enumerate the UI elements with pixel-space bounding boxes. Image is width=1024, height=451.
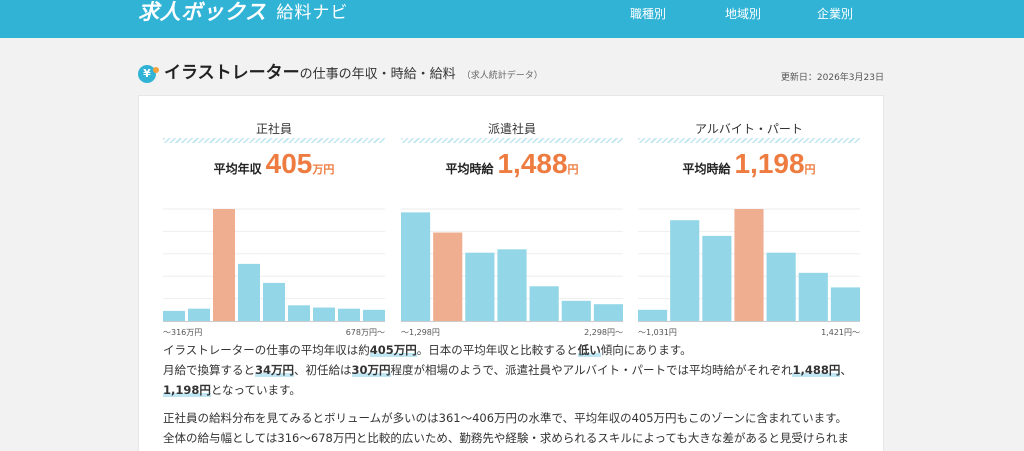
yen-icon: ¥ [138, 65, 159, 83]
distribution-chart [163, 184, 385, 324]
text-span: 、 [840, 363, 852, 377]
chart-bar [313, 307, 335, 321]
logo-main-text: 求人ボックス [138, 1, 267, 24]
axis-max-label: 2,298円〜 [584, 328, 623, 337]
chart-bar [561, 300, 591, 321]
average-label: 平均時給 [445, 162, 494, 176]
column-arbeit: アルバイト・パート 平均時給 1,198円 〜1,031円 1,421円〜 [638, 120, 860, 337]
text-span: となっています。 [210, 383, 301, 397]
chart-svg [163, 208, 385, 322]
chart-bar [830, 287, 860, 321]
column-haken: 派遣社員 平均時給 1,488円 〜1,298円 2,298円〜 [401, 120, 623, 337]
average-value: 平均時給 1,488円 [401, 148, 623, 180]
text-span: 正社員の給料分布を見てみるとボリュームが多いのは361〜406万円の水準で、平均… [163, 411, 847, 425]
average-value: 平均時給 1,198円 [638, 148, 860, 180]
chart-bar [670, 220, 700, 321]
highlight-starting: 30万円 [351, 363, 391, 377]
chart-bar [288, 305, 310, 321]
text-span: 程度が相場のようで、派遣社員やアルバイト・パートでは平均時給がそれぞれ [390, 363, 793, 377]
column-seishain: 正社員 平均年収 405万円 〜316万円 678万円〜 [163, 120, 385, 337]
chart-bar [401, 212, 431, 321]
chart-bar [497, 249, 527, 321]
axis-min-label: 〜316万円 [163, 328, 203, 337]
text-span: 月給で換算すると [163, 363, 255, 377]
axis-max-label: 678万円〜 [345, 328, 385, 337]
description-paragraph: 正社員の給料分布を見てみるとボリュームが多いのは361〜406万円の水準で、平均… [163, 408, 863, 448]
chart-bar-average [213, 209, 235, 321]
average-unit: 円 [567, 163, 579, 176]
chart-bar [798, 272, 828, 321]
chart-bar [766, 252, 796, 321]
page-title-row: ¥ イラストレーターの仕事の年収・時給・給料 （求人統計データ） 更新日：2026… [138, 62, 884, 88]
text-span: 全体の給与幅としては316〜678万円と比較的広いため、勤務先や経験・求められる… [163, 431, 849, 445]
axis-min-label: 〜1,298円 [401, 328, 440, 337]
site-logo[interactable]: 求人ボックス 給料ナビ [138, 0, 348, 24]
top-header-bar: 求人ボックス 給料ナビ 職種別 地域別 企業別 [0, 0, 1024, 38]
highlight-comparison: 低い [577, 343, 601, 357]
logo-sub-text: 給料ナビ [276, 3, 349, 23]
chart-bar [188, 308, 210, 321]
column-title: アルバイト・パート [695, 122, 803, 136]
axis-min-label: 〜1,031円 [638, 328, 677, 337]
chart-bar [238, 263, 260, 321]
text-span: イラストレーターの仕事の平均年収は約 [163, 343, 370, 357]
nav-item-occupation[interactable]: 職種別 [630, 7, 667, 21]
column-divider [401, 138, 623, 143]
chart-svg [401, 208, 623, 322]
highlight-haken-hourly: 1,488円 [792, 363, 841, 377]
text-span: 。日本の平均年収と比較すると [416, 343, 578, 357]
distribution-chart [401, 184, 623, 324]
chart-bar [338, 308, 360, 321]
text-span: 傾向にあります。 [600, 343, 692, 357]
average-label: 平均時給 [682, 162, 731, 176]
highlight-arbeit-hourly: 1,198円 [163, 383, 211, 397]
chart-bar [263, 282, 285, 321]
average-value: 平均年収 405万円 [163, 148, 385, 180]
axis-max-label: 1,421円〜 [821, 328, 860, 337]
description-paragraph: イラストレーターの仕事の平均年収は約405万円。日本の平均年収と比較すると低い傾… [163, 340, 863, 400]
average-number: 1,198 [734, 148, 805, 179]
column-title: 派遣社員 [487, 122, 536, 136]
distribution-chart [638, 184, 860, 324]
chart-bar [638, 309, 668, 321]
salary-card: 正社員 平均年収 405万円 〜316万円 678万円〜 派遣社員 平均時給 1,4… [138, 95, 884, 451]
average-number: 1,488 [497, 148, 568, 179]
average-unit: 円 [804, 163, 816, 176]
chart-bar [529, 286, 559, 321]
chart-svg [638, 208, 860, 322]
nav-item-company[interactable]: 企業別 [817, 7, 854, 21]
chart-bar [702, 235, 732, 321]
chart-bar [593, 304, 623, 321]
column-divider [638, 138, 860, 143]
chart-bar [163, 310, 185, 321]
nav-item-region[interactable]: 地域別 [725, 7, 762, 21]
updated-date: 更新日：2026年3月23日 [780, 73, 884, 83]
page-title-note: （求人統計データ） [461, 71, 543, 81]
average-unit: 万円 [312, 163, 335, 176]
highlight-annual-salary: 405万円 [369, 343, 417, 357]
chart-bar-average [433, 232, 463, 321]
chart-bar-average [734, 209, 764, 321]
page-title: イラストレーターの仕事の年収・時給・給料 （求人統計データ） [164, 62, 543, 87]
page-title-job: イラストレーター [164, 63, 300, 83]
salary-description: イラストレーターの仕事の平均年収は約405万円。日本の平均年収と比較すると低い傾… [163, 340, 863, 451]
chart-bar [465, 252, 495, 321]
chart-bar [363, 309, 385, 321]
average-number: 405 [265, 148, 313, 179]
average-label: 平均年収 [213, 162, 262, 176]
text-span: 、初任給は [294, 363, 352, 377]
column-title: 正社員 [255, 122, 292, 136]
main-nav: 職種別 地域別 企業別 [0, 5, 1024, 23]
highlight-monthly: 34万円 [255, 363, 295, 377]
column-divider [163, 138, 385, 143]
page-title-suffix: の仕事の年収・時給・給料 [299, 67, 456, 82]
